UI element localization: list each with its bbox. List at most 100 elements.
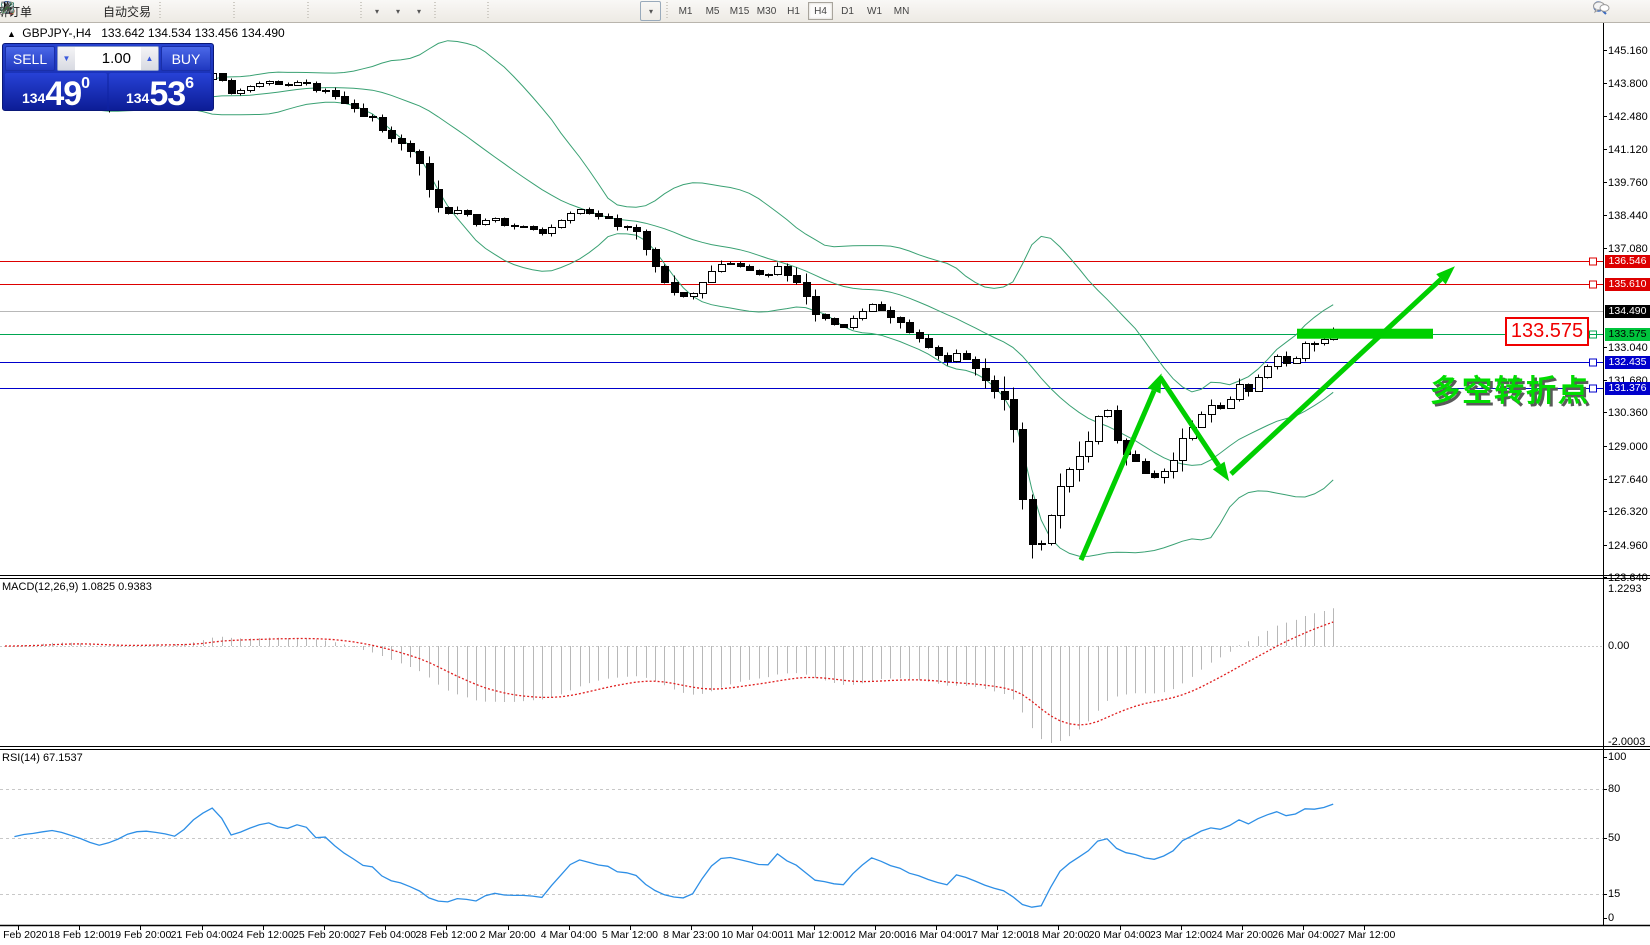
buy-price-display[interactable]: 134 53 6 bbox=[109, 73, 211, 111]
candle-body bbox=[643, 231, 651, 250]
trend-arrow-object[interactable] bbox=[1078, 389, 1157, 561]
timeframe-button-h1[interactable]: H1 bbox=[787, 5, 800, 17]
candle-body bbox=[1085, 441, 1093, 457]
toolbar-separator bbox=[231, 2, 237, 20]
line-anchor-handle[interactable] bbox=[1589, 257, 1597, 266]
auto-scroll-icon[interactable] bbox=[1, 1, 334, 21]
highlight-bar-object[interactable] bbox=[1297, 328, 1433, 339]
candle-body bbox=[577, 209, 585, 214]
candle-body bbox=[671, 282, 679, 293]
rsi-line bbox=[14, 803, 1334, 908]
autotrading-label: 自动交易 bbox=[103, 4, 152, 19]
arrows-icon[interactable]: ▾ bbox=[2, 1, 662, 21]
candle-body bbox=[369, 116, 377, 118]
autotrading-button[interactable]: 自动交易 bbox=[1, 1, 154, 21]
candle-body bbox=[1038, 543, 1046, 545]
turning-point-annotation[interactable]: 多空转折点 bbox=[1430, 375, 1590, 408]
candle-body bbox=[1132, 454, 1140, 462]
channel-icon[interactable]: E bbox=[1, 1, 577, 21]
period-clock-icon[interactable]: ▾ bbox=[1, 1, 408, 21]
time-label: 10 Mar 04:00 bbox=[721, 929, 784, 941]
fibonacci-icon[interactable]: F bbox=[2, 1, 598, 21]
chart-shift-icon[interactable] bbox=[1, 1, 355, 21]
candle-body bbox=[539, 229, 547, 234]
buy-price-pip: 6 bbox=[185, 75, 195, 92]
candle-body bbox=[379, 117, 387, 131]
timeframe-button-mn[interactable]: MN bbox=[893, 5, 910, 17]
candle-body bbox=[492, 218, 500, 221]
price-badge: 136.546 bbox=[1605, 254, 1650, 268]
vertical-line-icon[interactable] bbox=[7, 1, 514, 21]
line-anchor-handle[interactable] bbox=[1589, 358, 1597, 367]
text-icon[interactable]: A bbox=[4, 1, 619, 21]
sell-button[interactable]: SELL bbox=[5, 46, 55, 71]
toolbar-separator bbox=[358, 2, 364, 20]
toolbar-separator bbox=[305, 2, 311, 20]
price-tick-label: 130.360 bbox=[1608, 406, 1648, 419]
line-anchor-handle[interactable] bbox=[1589, 384, 1597, 393]
sell-price-display[interactable]: 134 49 0 bbox=[5, 73, 107, 111]
timeframe-button-m1[interactable]: M1 bbox=[678, 5, 693, 17]
time-label: 17 Feb 2020 bbox=[0, 929, 48, 941]
candle-body bbox=[360, 108, 368, 117]
zoom-out-icon[interactable] bbox=[1, 1, 281, 21]
candle-body bbox=[906, 322, 914, 333]
candle-body bbox=[266, 81, 274, 84]
price-callout-box[interactable]: 133.575 bbox=[1505, 317, 1589, 346]
horizontal-line-icon[interactable] bbox=[2, 1, 535, 21]
candle-body bbox=[727, 263, 735, 265]
timeframe-button-w1[interactable]: W1 bbox=[867, 5, 883, 17]
line-chart-icon[interactable] bbox=[1, 1, 228, 21]
signal-icon[interactable] bbox=[1, 1, 98, 21]
timeframe-button-m5[interactable]: M5 bbox=[705, 5, 720, 17]
candle-body bbox=[859, 311, 867, 319]
zoom-in-icon[interactable] bbox=[1, 1, 260, 21]
trend-arrow-object[interactable] bbox=[1229, 277, 1443, 476]
candlestick-chart-icon[interactable] bbox=[1, 1, 207, 21]
candle-body bbox=[237, 90, 245, 94]
candle-body bbox=[812, 296, 820, 315]
add-indicator-icon[interactable]: ▾ bbox=[1, 1, 387, 21]
svg-text:A: A bbox=[4, 3, 12, 15]
toolbar-separator bbox=[485, 2, 491, 20]
candle-body bbox=[1057, 486, 1065, 516]
candle-body bbox=[322, 90, 330, 92]
candle-body bbox=[426, 163, 434, 190]
candle-body bbox=[595, 213, 603, 217]
rsi-tick-label: 100 bbox=[1608, 751, 1627, 763]
line-anchor-handle[interactable] bbox=[1589, 280, 1597, 289]
time-label: 24 Feb 12:00 bbox=[231, 929, 294, 941]
template-icon[interactable]: ▾ bbox=[1, 1, 429, 21]
candle-body bbox=[793, 275, 801, 283]
candle-body bbox=[1161, 471, 1169, 478]
timeframe-button-h4[interactable]: H4 bbox=[808, 2, 834, 20]
volume-input[interactable]: 1.00 bbox=[101, 50, 131, 67]
candle-body bbox=[388, 130, 396, 139]
price-badge: 135.610 bbox=[1605, 277, 1650, 291]
crosshair-icon[interactable] bbox=[1, 1, 482, 21]
text-label-icon[interactable]: T bbox=[1, 1, 640, 21]
price-tick-label: 133.040 bbox=[1608, 341, 1648, 354]
terminal-icon[interactable] bbox=[1, 1, 77, 21]
sell-price-figure: 134 bbox=[21, 90, 46, 106]
trendline-icon[interactable] bbox=[2, 1, 556, 21]
candle-body bbox=[1283, 356, 1291, 364]
candle-body bbox=[840, 324, 848, 328]
candle-body bbox=[1311, 343, 1319, 345]
timeframe-button-d1[interactable]: D1 bbox=[841, 5, 854, 17]
chat-icon[interactable] bbox=[1593, 1, 1644, 21]
yellow-cube-icon[interactable] bbox=[1, 1, 56, 21]
candle-body bbox=[1236, 384, 1244, 400]
volume-up-button[interactable]: ▲ bbox=[141, 47, 158, 70]
tile-windows-icon[interactable] bbox=[2, 1, 302, 21]
cursor-icon[interactable] bbox=[4, 1, 461, 21]
timeframe-button-m30[interactable]: M30 bbox=[756, 5, 777, 17]
trend-arrow-object[interactable] bbox=[1157, 375, 1221, 467]
timeframe-button-m15[interactable]: M15 bbox=[729, 5, 750, 17]
bar-chart-icon[interactable] bbox=[1, 1, 186, 21]
buy-button[interactable]: BUY bbox=[161, 46, 211, 71]
volume-down-button[interactable]: ▼ bbox=[58, 47, 75, 70]
candle-body bbox=[887, 310, 895, 318]
candle-body bbox=[275, 81, 283, 85]
